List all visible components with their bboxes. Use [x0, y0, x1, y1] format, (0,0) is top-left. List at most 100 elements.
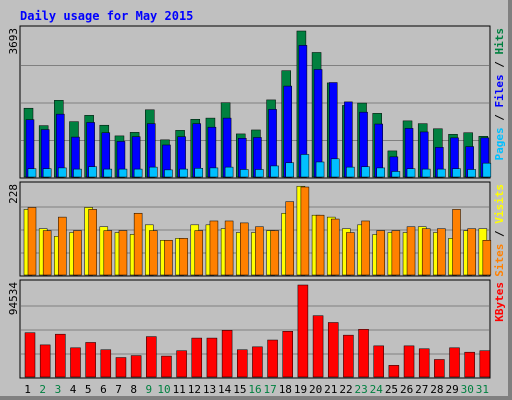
- bar-kbytes-day-14: [221, 330, 233, 378]
- bar-kbytes-day-13: [206, 337, 218, 378]
- bar-kbytes-day-18: [282, 331, 293, 378]
- bar-sites-day-18: [285, 201, 294, 276]
- bar-pages-day-1: [27, 168, 37, 178]
- bar-pages-day-27: [421, 168, 431, 178]
- bar-sites-day-5: [88, 209, 97, 276]
- bar-kbytes-day-20: [312, 315, 324, 378]
- bar-pages-day-29: [452, 168, 461, 178]
- bar-kbytes-day-22: [343, 334, 354, 378]
- bar-pages-day-10: [164, 169, 173, 178]
- bar-sites-day-2: [42, 230, 52, 276]
- right-label-hits: Pages / Files / Hits: [493, 28, 506, 161]
- day-label-19: 19: [294, 383, 307, 396]
- bar-pages-day-6: [103, 168, 113, 178]
- chart-title: Daily usage for May 2015: [20, 9, 193, 23]
- day-label-21: 21: [324, 383, 337, 396]
- panel-kbytes: 94534: [7, 279, 491, 379]
- bar-pages-day-9: [149, 166, 158, 178]
- day-label-28: 28: [430, 383, 443, 396]
- bar-sites-day-24: [376, 230, 385, 276]
- day-label-27: 27: [415, 383, 428, 396]
- day-label-11: 11: [173, 383, 186, 396]
- panel-visits: 228: [7, 181, 492, 277]
- day-label-23: 23: [355, 383, 368, 396]
- right-label-kbytes: KBytes: [493, 282, 506, 322]
- right-label-hits-part: Pages: [493, 127, 506, 160]
- bar-kbytes-day-27: [418, 348, 430, 378]
- bar-kbytes-day-24: [373, 345, 384, 378]
- right-label-hits-part: Files: [493, 74, 506, 107]
- day-label-9: 9: [146, 383, 153, 396]
- bar-pages-day-3: [58, 167, 67, 178]
- bar-kbytes-day-11: [176, 350, 187, 378]
- bar-sites-day-4: [73, 230, 82, 276]
- day-label-16: 16: [248, 383, 261, 396]
- bar-pages-day-5: [88, 166, 97, 178]
- day-label-4: 4: [70, 383, 77, 396]
- bar-sites-day-13: [209, 220, 219, 276]
- bar-sites-day-15: [240, 222, 249, 276]
- right-label-kbytes-part: KBytes: [493, 282, 506, 322]
- bar-kbytes-day-9: [146, 336, 157, 378]
- bar-pages-day-21: [330, 158, 340, 178]
- bar-sites-day-9: [149, 230, 158, 276]
- bar-kbytes-day-12: [191, 337, 203, 378]
- day-label-1: 1: [24, 383, 31, 396]
- bar-sites-day-30: [467, 228, 476, 276]
- bar-sites-day-16: [255, 226, 264, 276]
- day-label-8: 8: [130, 383, 137, 396]
- bar-pages-day-20: [315, 161, 325, 178]
- bar-sites-day-21: [330, 218, 340, 276]
- bar-sites-day-7: [118, 230, 128, 276]
- bar-kbytes-day-1: [24, 332, 36, 378]
- bar-pages-day-30: [467, 169, 476, 178]
- bar-pages-day-4: [73, 168, 82, 178]
- day-label-20: 20: [309, 383, 322, 396]
- bar-sites-day-8: [133, 212, 143, 276]
- day-label-5: 5: [85, 383, 92, 396]
- bar-sites-day-14: [224, 220, 234, 276]
- bar-sites-day-26: [406, 226, 416, 276]
- day-label-29: 29: [445, 383, 458, 396]
- bar-pages-day-8: [133, 168, 143, 178]
- day-label-13: 13: [203, 383, 216, 396]
- bar-sites-day-19: [300, 186, 310, 276]
- bar-files-day-1: [25, 119, 35, 178]
- bar-kbytes-day-4: [70, 347, 81, 378]
- right-label-visits: Sites / Visits: [493, 184, 506, 277]
- day-label-18: 18: [279, 383, 292, 396]
- bar-pages-day-22: [346, 166, 355, 178]
- bar-files-day-20: [313, 69, 323, 178]
- bar-sites-day-27: [421, 228, 431, 276]
- panel-visits-ymax-label: 228: [7, 184, 20, 204]
- bar-kbytes-day-8: [130, 355, 142, 378]
- bar-kbytes-day-30: [464, 351, 475, 378]
- bar-kbytes-day-7: [115, 357, 127, 378]
- bar-kbytes-day-6: [100, 349, 112, 378]
- bar-kbytes-day-19: [297, 284, 309, 378]
- right-label-hits-part: Hits: [493, 28, 506, 55]
- right-label-hits-part: /: [493, 55, 506, 75]
- day-label-3: 3: [55, 383, 62, 396]
- day-label-25: 25: [385, 383, 398, 396]
- day-label-31: 31: [476, 383, 489, 396]
- bar-kbytes-day-26: [403, 345, 415, 378]
- panel-hits-ymax-label: 3693: [7, 28, 20, 55]
- bar-sites-day-1: [27, 207, 37, 276]
- bar-sites-day-22: [346, 232, 355, 276]
- bar-kbytes-day-29: [449, 347, 460, 378]
- bar-sites-day-31: [482, 240, 492, 276]
- bar-sites-day-25: [391, 230, 401, 276]
- bar-files-day-3: [56, 113, 65, 178]
- day-label-10: 10: [157, 383, 170, 396]
- bar-sites-day-28: [437, 228, 446, 276]
- day-label-6: 6: [100, 383, 107, 396]
- bar-kbytes-day-31: [479, 350, 491, 378]
- bar-pages-day-14: [224, 166, 234, 178]
- bar-sites-day-10: [164, 240, 173, 276]
- bar-pages-day-24: [376, 167, 385, 178]
- bar-pages-day-31: [482, 162, 492, 178]
- bar-pages-day-7: [118, 168, 128, 178]
- bar-kbytes-day-17: [267, 339, 278, 378]
